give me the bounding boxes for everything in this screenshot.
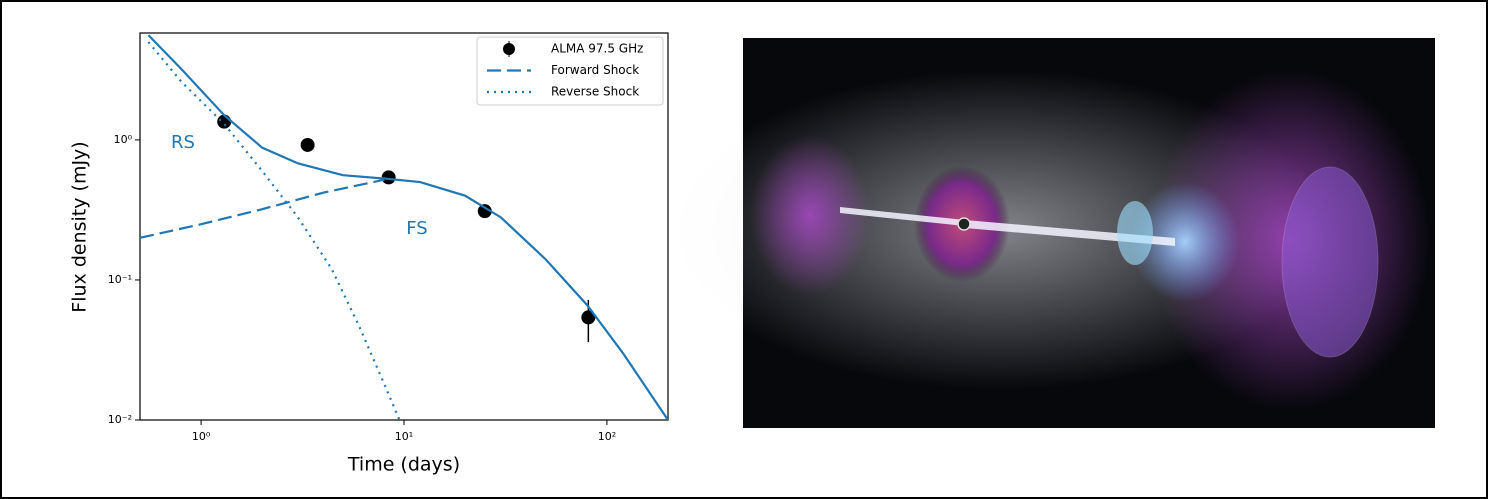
x-tick-label: 10¹ [395,430,413,443]
data-point [217,114,232,129]
x-tick-label: 10⁰ [192,430,211,443]
model-line [147,41,401,420]
illustration [670,38,1435,428]
legend-label: ALMA 97.5 GHz [551,42,643,56]
x-axis-label: Time (days) [347,454,460,476]
y-tick-label: 10⁰ [114,133,133,146]
legend-label: Forward Shock [551,63,639,77]
legend-label: Reverse Shock [551,85,639,99]
model-line [140,178,385,239]
y-tick-label: 10⁻¹ [108,273,132,286]
data-point [300,137,315,152]
data-point [381,170,396,185]
model-line [147,34,668,420]
legend [476,36,664,106]
data-point [581,310,596,325]
annotation: FS [406,218,427,239]
data-point [477,204,492,219]
y-tick-label: 10⁻² [108,413,132,426]
y-axis-label: Flux density (mJy) [69,141,91,312]
x-tick-label: 10² [598,430,616,443]
annotation: RS [171,132,195,153]
